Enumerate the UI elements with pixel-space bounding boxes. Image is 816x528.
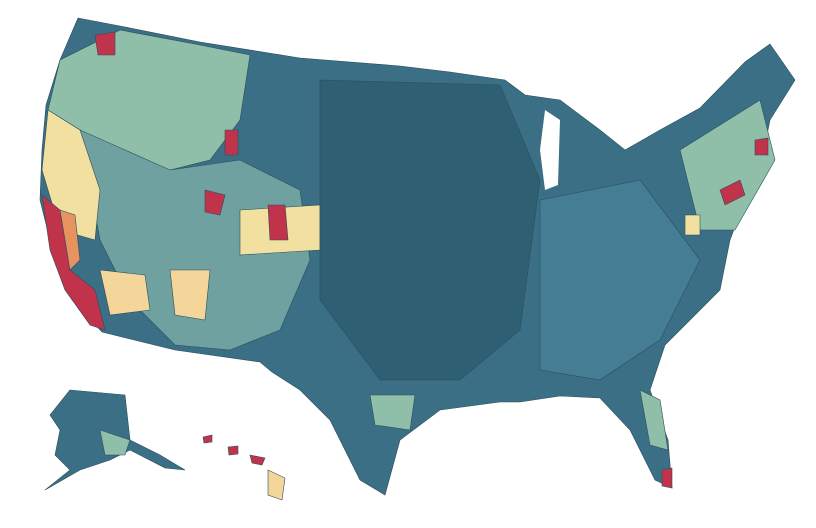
colorado-red [267,204,289,241]
arizona-yellow [169,269,211,321]
southeast-mid [539,179,701,381]
hawaii-kauai [202,434,213,444]
plains-dark [319,79,541,381]
alaska [44,389,186,491]
mainland [39,17,796,496]
california-orange [59,209,81,271]
florida-light [639,389,669,451]
idaho-red [224,129,239,156]
dc-yellow [684,214,701,236]
boston-red [754,137,769,156]
hawaii-big-island [267,469,286,501]
hawaii-oahu [227,445,239,456]
washington-red [94,31,116,56]
great-lakes-water [540,110,560,190]
utah-red [204,189,226,216]
hawaii-maui [249,454,266,466]
nyc-red [719,179,746,206]
hawaii [202,434,286,501]
texas-light [369,394,416,431]
mojave-yellow [99,269,151,316]
alaska-light [99,429,131,456]
miami-red [661,467,673,489]
